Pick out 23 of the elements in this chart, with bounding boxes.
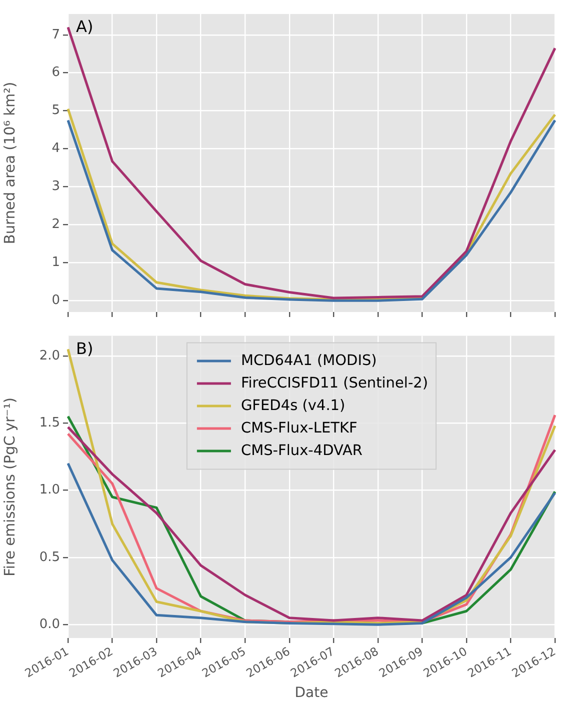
legend-label: FireCCISFD11 (Sentinel-2): [240, 375, 428, 392]
annotation: B): [76, 338, 94, 358]
y-tick-label: 0: [52, 292, 60, 308]
legend-label: MCD64A1 (MODIS): [240, 352, 377, 369]
y-axis-title: Burned area (10⁶ km²): [2, 82, 18, 244]
y-tick-label: 0.5: [39, 550, 60, 565]
y-tick-label: 0.0: [39, 616, 60, 632]
y-tick-label: 6: [52, 65, 60, 80]
y-tick-label: 3: [52, 179, 60, 194]
y-tick-label: 2: [52, 217, 60, 232]
y-tick-label: 4: [52, 141, 60, 156]
y-tick-label: 5: [52, 103, 60, 118]
y-tick-label: 1.0: [39, 482, 60, 498]
legend-label: CMS-Flux-4DVAR: [240, 442, 363, 459]
y-axis-title: Fire emissions (PgC yr⁻¹): [2, 397, 18, 576]
legend-label: GFED4s (v4.1): [240, 398, 346, 414]
annotation: A): [76, 17, 94, 36]
y-tick-label: 2.0: [39, 348, 60, 364]
y-tick-label: 1: [52, 255, 60, 270]
x-axis-title: Date: [294, 685, 328, 702]
y-tick-label: 7: [52, 27, 60, 42]
y-tick-label: 1.5: [39, 415, 60, 430]
legend-label: CMS-Flux-LETKF: [240, 420, 358, 436]
